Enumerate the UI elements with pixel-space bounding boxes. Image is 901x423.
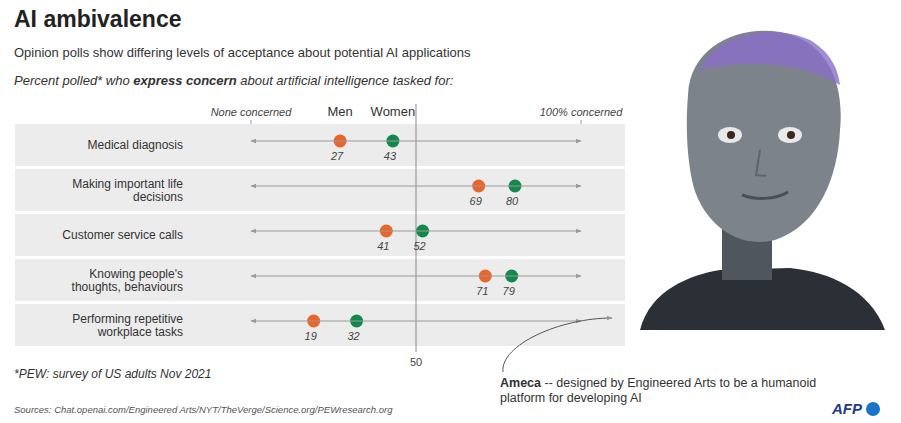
category-label: Medical diagnosis — [88, 138, 183, 152]
text-part: about artificial intelligence tasked for… — [237, 73, 454, 88]
robot-illustration — [640, 31, 885, 330]
robot-eye — [718, 127, 742, 143]
data-label: 32 — [347, 330, 359, 342]
text-part: Percent polled* who — [14, 73, 133, 88]
data-label: 41 — [377, 240, 389, 252]
logo: AFP — [831, 400, 863, 417]
label-line: thoughts, behaviours — [72, 280, 183, 294]
data-label: 52 — [413, 240, 425, 252]
robot-eye — [778, 127, 802, 143]
text-part: -- designed by Engineered Arts to be a h… — [500, 376, 816, 405]
label-line: Knowing people's — [89, 267, 183, 281]
label-line: workplace tasks — [97, 325, 183, 339]
row-band — [15, 169, 625, 211]
category-label: Customer service calls — [62, 228, 183, 242]
robot-mouth — [742, 192, 788, 198]
legend-label: Women — [371, 104, 416, 119]
footnote: *PEW: survey of US adults Nov 2021 — [14, 367, 211, 381]
data-label: 80 — [506, 195, 519, 207]
category-label: Knowing people'sthoughts, behaviours — [72, 267, 183, 294]
row-axis — [251, 186, 581, 187]
data-label: 27 — [330, 150, 344, 162]
title: AI ambivalence — [14, 6, 181, 32]
row-band — [15, 304, 625, 346]
data-label: 79 — [503, 285, 515, 297]
row-axis — [251, 141, 581, 142]
emphasis-text: Ameca — [500, 376, 541, 390]
row-band — [15, 259, 625, 301]
tick-mark — [251, 120, 252, 124]
label-line: Making important life — [72, 177, 183, 191]
robot-nose — [756, 150, 766, 176]
data-label: 71 — [476, 285, 488, 297]
robot-pupil — [787, 131, 795, 139]
chart-svg: AI ambivalence Opinion polls show differi… — [0, 0, 901, 423]
label-line: Medical diagnosis — [88, 138, 183, 152]
row-axis — [251, 231, 581, 232]
data-label: 19 — [305, 330, 317, 342]
label-line: Customer service calls — [62, 228, 183, 242]
data-labels: 27 69 41 71 19 43 80 52 79 32 — [305, 150, 519, 342]
data-label: 43 — [384, 150, 397, 162]
legend-label: Men — [327, 104, 352, 119]
emphasis-text: express concern — [133, 73, 236, 88]
logo-dot — [866, 402, 880, 416]
tick-mark — [581, 120, 582, 124]
row-axis — [251, 321, 581, 322]
label-line: decisions — [133, 190, 183, 204]
row-axis — [251, 276, 581, 277]
row-band — [15, 124, 625, 166]
robot-pupil — [727, 131, 735, 139]
row-band — [15, 214, 625, 256]
robot-cranium — [700, 32, 840, 85]
category-label: Performing repetitiveworkplace tasks — [72, 312, 183, 339]
source: Sources: Chat.openai.com/Engineered Arts… — [14, 404, 393, 415]
tick-label: None concerned — [211, 106, 293, 118]
robot-head — [687, 31, 841, 242]
subtitle: Opinion polls show differing levels of a… — [14, 45, 471, 60]
page: {"chart_data": { "type": "dot", "title":… — [0, 0, 901, 423]
caption-pointer — [503, 318, 612, 372]
category-label: Making important lifedecisions — [72, 177, 183, 204]
label-line: Performing repetitive — [72, 312, 183, 326]
data-label: 69 — [470, 195, 482, 207]
tick-label: 100% concerned — [540, 106, 623, 118]
tick-label: 50 — [410, 356, 422, 368]
axis-title: Percent polled* who express concern abou… — [14, 73, 453, 88]
caption: Ameca -- designed by Engineered Arts to … — [500, 376, 830, 406]
